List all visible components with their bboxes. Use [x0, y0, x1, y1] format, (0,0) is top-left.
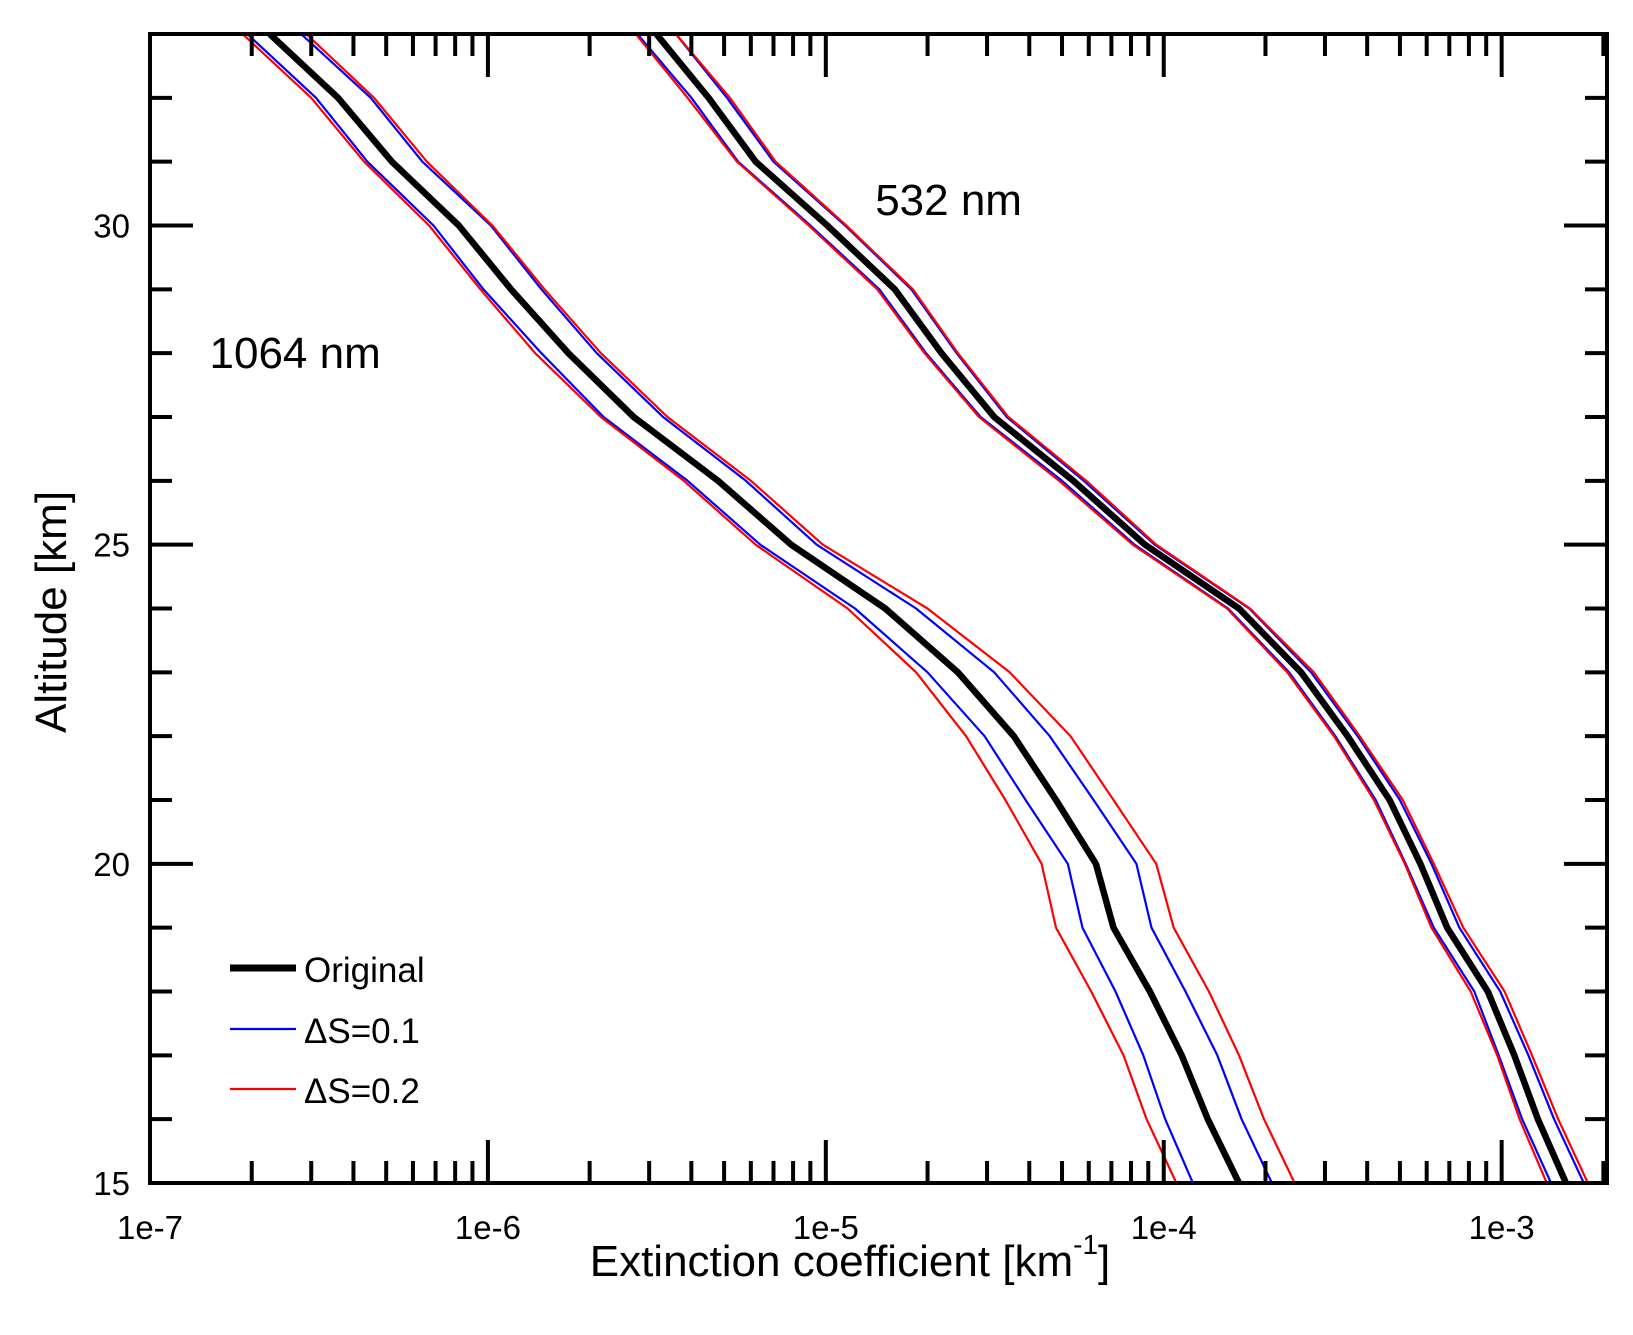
series-line-532nm-ds01: [636, 34, 1553, 1183]
y-axis-title: Altitude [km]: [27, 491, 76, 733]
y-tick-label: 15: [93, 1165, 130, 1202]
series-line-532nm-original: [653, 34, 1569, 1183]
x-axis-title-main: Extinction coefficient [km: [590, 1237, 1073, 1286]
legend-label: ΔS=0.2: [304, 1072, 420, 1111]
series-line-1064nm-original: [267, 34, 1242, 1183]
series-line-1064nm-ds01: [246, 34, 1194, 1183]
series-line-532nm-ds02: [634, 34, 1548, 1183]
series-layer: [241, 34, 1589, 1183]
axes-layer: [148, 32, 1609, 1185]
x-tick-label: 1e-7: [117, 1209, 183, 1246]
x-axis-title-superscript: -1: [1073, 1229, 1098, 1260]
y-tick-label: 30: [93, 208, 130, 245]
labels-layer: 1e-7 1e-6 1e-5 1e-4 1e-3 15 20 25 30 532 nm 1064 n…: [93, 176, 1534, 1246]
x-tick-label: 1e-3: [1469, 1209, 1535, 1246]
y-tick-label: 20: [93, 846, 130, 883]
x-tick-label: 1e-4: [1131, 1209, 1197, 1246]
annotation-label: 532 nm: [875, 176, 1022, 225]
series-line-1064nm-ds02: [305, 34, 1296, 1183]
series-line-532nm-ds01: [675, 34, 1585, 1183]
legend-label: ΔS=0.1: [304, 1012, 420, 1051]
x-axis-title: Extinction coefficient [km-1]: [590, 1229, 1111, 1286]
series-line-532nm-ds02: [675, 34, 1589, 1183]
x-tick-label: 1e-5: [793, 1209, 859, 1246]
x-axis-title-suffix: ]: [1098, 1237, 1110, 1286]
series-line-1064nm-ds02: [241, 34, 1178, 1183]
x-tick-label: 1e-6: [455, 1209, 521, 1246]
legend-label: Original: [304, 951, 425, 990]
y-tick-label: 25: [93, 527, 130, 564]
legend: Original ΔS=0.1 ΔS=0.2: [230, 951, 425, 1111]
annotation-label: 1064 nm: [210, 329, 381, 378]
